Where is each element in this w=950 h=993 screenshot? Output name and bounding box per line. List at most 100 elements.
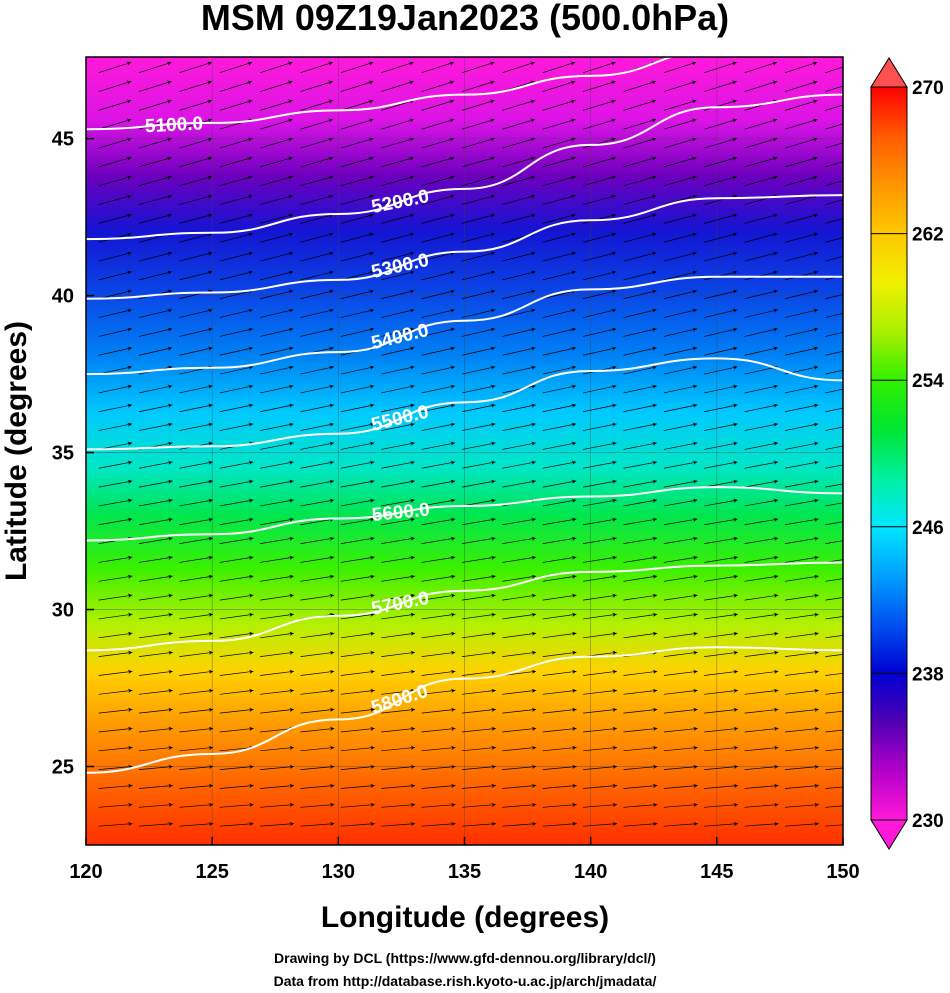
wind-vector	[300, 422, 334, 431]
wind-vector	[542, 479, 577, 488]
wind-vector	[98, 403, 132, 413]
wind-vector	[704, 99, 737, 111]
wind-vector	[138, 251, 173, 262]
wind-vector	[784, 384, 819, 394]
wind-vector	[744, 422, 778, 431]
wind-vector	[179, 669, 214, 676]
wind-vector	[663, 688, 698, 695]
wind-vector	[340, 517, 375, 526]
wind-vector	[381, 175, 415, 187]
wind-vector	[381, 764, 416, 771]
wind-vector	[461, 460, 496, 469]
wind-vector	[300, 175, 334, 187]
wind-vector	[98, 118, 132, 130]
wind-vector	[381, 574, 415, 582]
wind-vector	[623, 631, 658, 639]
wind-vector	[260, 631, 294, 639]
wind-vector	[461, 707, 496, 714]
wind-vector	[421, 213, 455, 224]
wind-vector	[179, 726, 214, 733]
wind-vector	[663, 783, 698, 789]
wind-vector	[704, 821, 739, 827]
wind-vector	[542, 289, 576, 300]
wind-vector	[784, 137, 818, 149]
wind-vector	[421, 270, 455, 281]
wind-vector	[340, 403, 375, 413]
wind-vector	[583, 460, 617, 469]
wind-vector	[502, 764, 537, 771]
wind-vector	[825, 294, 843, 300]
wind-vector	[340, 745, 375, 752]
wind-vector	[502, 327, 536, 337]
wind-vector	[784, 61, 818, 74]
wind-vector	[219, 745, 254, 752]
wind-vector	[542, 745, 577, 752]
wind-vector	[300, 460, 334, 469]
wind-vector	[704, 460, 738, 469]
wind-vector	[300, 517, 335, 526]
wind-vector	[340, 688, 375, 695]
wind-vector	[340, 821, 375, 827]
wind-vector	[381, 232, 415, 243]
wind-vector	[784, 479, 819, 488]
wind-vector	[583, 289, 617, 300]
wind-vector	[663, 802, 698, 808]
wind-vector	[98, 631, 133, 639]
wind-vector	[98, 498, 133, 507]
wind-vector	[421, 821, 456, 827]
x-tick-label: 150	[826, 861, 859, 883]
wind-vector	[260, 688, 294, 695]
wind-vector	[98, 346, 132, 356]
wind-vector	[704, 346, 738, 356]
wind-vector	[663, 99, 697, 111]
wind-vector	[340, 726, 375, 733]
wind-vector	[381, 555, 415, 563]
wind-vector	[260, 137, 293, 149]
wind-vector	[623, 536, 658, 544]
wind-vector	[421, 536, 456, 544]
wind-vector	[260, 365, 294, 375]
colorbar-ticks: 230 238 246 254 262 270	[871, 78, 944, 832]
wind-vector	[583, 441, 617, 450]
wind-vector	[219, 593, 254, 601]
wind-vector	[98, 194, 132, 205]
wind-vector	[623, 517, 658, 526]
wind-vector	[542, 118, 576, 130]
wind-vector	[663, 441, 698, 450]
wind-vector	[300, 118, 334, 130]
wind-vector	[583, 517, 617, 526]
wind-vector	[381, 61, 414, 74]
wind-vector	[219, 99, 253, 111]
wind-vector	[542, 422, 577, 431]
wind-vector	[98, 61, 132, 74]
wind-vector	[704, 289, 738, 300]
wind-vector	[663, 650, 698, 657]
wind-vector	[784, 555, 819, 563]
wind-vector	[340, 80, 374, 92]
wind-vector	[300, 365, 334, 375]
wind-vector	[219, 669, 254, 676]
wind-vector	[219, 802, 254, 808]
wind-vector	[502, 783, 537, 789]
wind-vector	[260, 821, 295, 827]
wind-vector	[502, 536, 536, 544]
wind-vector	[623, 593, 658, 601]
wind-vector	[663, 422, 698, 431]
wind-vector	[744, 821, 779, 827]
wind-vector	[179, 536, 213, 544]
wind-vector	[461, 175, 495, 187]
wind-vector	[704, 194, 738, 205]
wind-vector	[340, 270, 374, 281]
wind-vector	[784, 194, 818, 205]
wind-vector	[784, 802, 819, 808]
wind-vector	[300, 156, 334, 168]
plot-area: 5100.05200.05300.05400.05500.05600.05700…	[86, 57, 843, 845]
wind-vector	[340, 61, 374, 74]
wind-vector	[502, 517, 536, 526]
wind-vector	[340, 118, 374, 130]
wind-vector	[340, 365, 375, 375]
wind-vector	[825, 180, 843, 187]
wind-vector	[381, 308, 415, 318]
x-tick-label: 145	[700, 861, 733, 883]
wind-vector	[502, 156, 536, 168]
